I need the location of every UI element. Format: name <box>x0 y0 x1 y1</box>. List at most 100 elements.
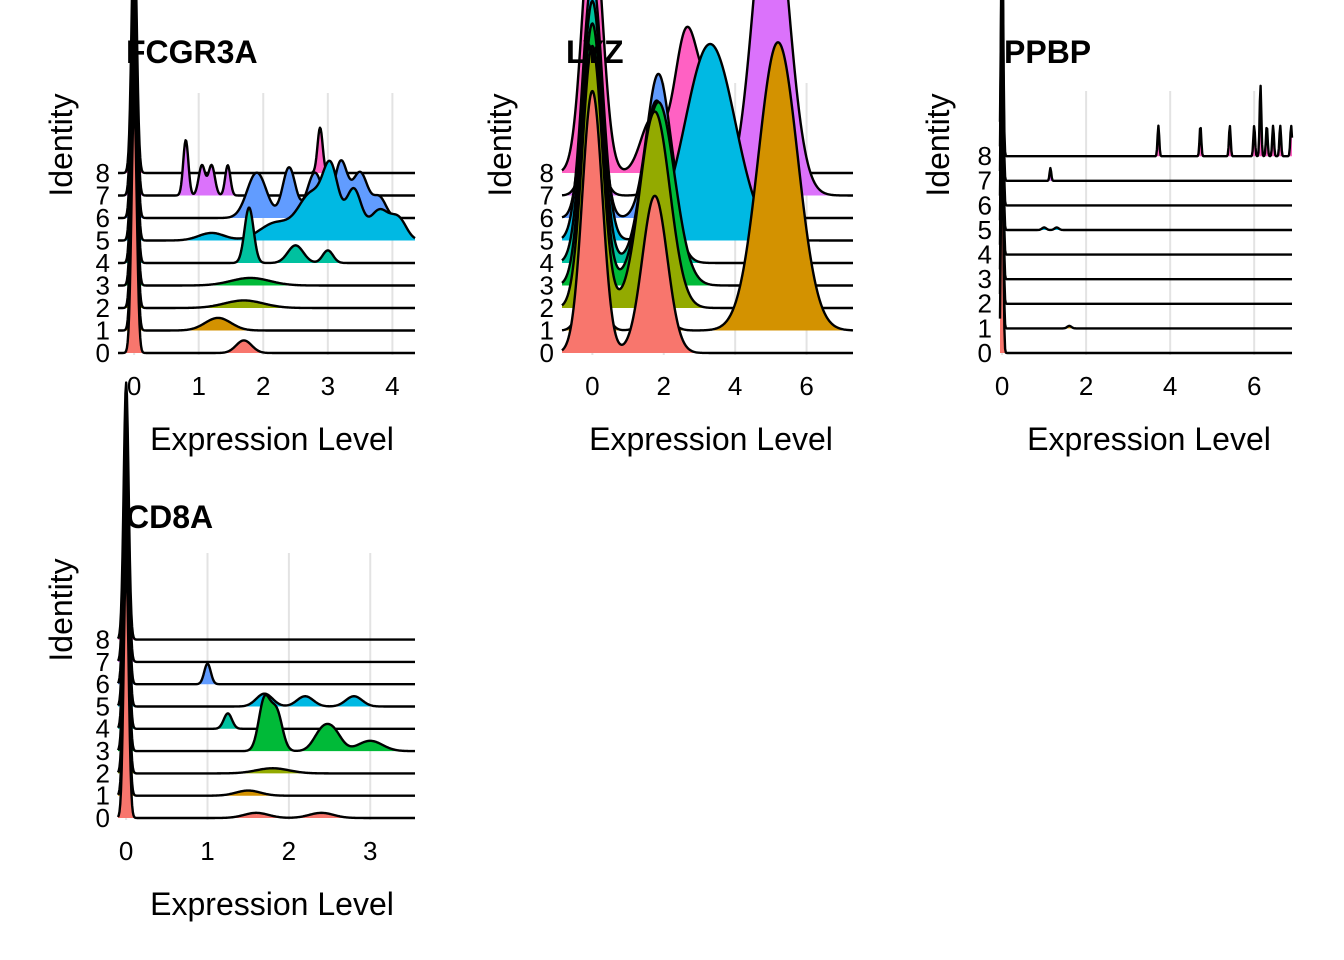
y-tick-label: 6 <box>96 669 110 699</box>
ridge-area-7 <box>118 0 415 196</box>
y-tick-label: 7 <box>540 180 554 210</box>
x-tick-label: 1 <box>191 371 205 401</box>
y-axis-title: Identity <box>920 93 956 196</box>
y-tick-label: 1 <box>978 313 992 343</box>
y-tick-label: 1 <box>96 781 110 811</box>
y-tick-label: 8 <box>540 158 554 188</box>
ridge-area-5 <box>562 0 853 241</box>
x-axis-title: Expression Level <box>150 421 394 457</box>
ridge-line-3 <box>116 492 416 753</box>
x-tick-label: 2 <box>256 371 270 401</box>
y-tick-label: 3 <box>96 736 110 766</box>
y-tick-label: 2 <box>978 289 992 319</box>
ridge-line-4 <box>117 10 416 265</box>
y-tick-label: 7 <box>96 180 110 210</box>
y-tick-label: 8 <box>96 158 110 188</box>
y-axis-title: Identity <box>43 93 79 196</box>
y-tick-label: 2 <box>96 293 110 323</box>
ridge-line-0 <box>998 98 1293 355</box>
ridge-line-4 <box>998 0 1293 256</box>
y-tick-label: 6 <box>978 190 992 220</box>
y-tick-label: 3 <box>96 270 110 300</box>
y-tick-label: 1 <box>96 315 110 345</box>
y-tick-label: 4 <box>978 239 992 269</box>
ridge-line-7 <box>116 403 416 664</box>
ridge-area-3 <box>118 494 415 752</box>
ridge-line-1 <box>116 537 416 797</box>
ridge-area-1 <box>1000 75 1292 329</box>
ridge-line-6 <box>116 426 416 686</box>
x-tick-label: 0 <box>995 371 1009 401</box>
ridge-line-8 <box>998 0 1294 158</box>
x-tick-label: 0 <box>119 836 133 866</box>
x-tick-label: 4 <box>728 371 742 401</box>
x-tick-label: 2 <box>1079 371 1093 401</box>
ridge-area-2 <box>562 46 853 309</box>
y-tick-label: 8 <box>978 141 992 171</box>
x-tick-label: 0 <box>585 371 599 401</box>
ridge-line-3 <box>117 33 416 287</box>
x-tick-label: 0 <box>127 371 141 401</box>
ridge-line-6 <box>998 0 1293 207</box>
y-tick-label: 3 <box>978 264 992 294</box>
ridge-area-0 <box>562 91 853 354</box>
y-tick-label: 0 <box>978 338 992 368</box>
ridge-line-1 <box>117 78 416 332</box>
x-axis-title: Expression Level <box>589 421 833 457</box>
y-tick-label: 6 <box>96 203 110 233</box>
panel-title: CD8A <box>126 499 213 535</box>
x-tick-label: 4 <box>1163 371 1177 401</box>
ridge-line-1 <box>998 74 1293 330</box>
ridge-line-2 <box>116 515 416 775</box>
y-tick-label: 5 <box>540 225 554 255</box>
panel-title: LYZ <box>566 34 624 70</box>
ridge-line-8 <box>117 0 416 175</box>
ridge-line-2 <box>117 55 416 310</box>
ridge-line-6 <box>117 0 416 220</box>
y-tick-label: 3 <box>540 270 554 300</box>
ridge-area-7 <box>1000 0 1292 181</box>
ridge-line-5 <box>998 0 1293 232</box>
ridge-area-6 <box>118 0 415 218</box>
panel-title: FCGR3A <box>126 34 258 70</box>
ridge-line-7 <box>998 0 1293 182</box>
ridge-area-3 <box>118 34 415 286</box>
y-tick-label: 0 <box>540 338 554 368</box>
ridge-line-3 <box>998 24 1293 281</box>
x-tick-label: 6 <box>799 371 813 401</box>
x-tick-label: 4 <box>385 371 399 401</box>
ridge-area-8 <box>1000 0 1292 157</box>
y-axis-title: Identity <box>43 558 79 661</box>
x-tick-label: 1 <box>200 836 214 866</box>
y-tick-label: 0 <box>96 803 110 833</box>
ridge-area-8 <box>118 0 415 173</box>
y-tick-label: 5 <box>96 691 110 721</box>
y-tick-label: 2 <box>540 293 554 323</box>
ridge-line-2 <box>998 49 1293 305</box>
ridge-line-5 <box>117 0 416 242</box>
y-axis-title: Identity <box>482 93 518 196</box>
x-tick-label: 3 <box>321 371 335 401</box>
ridge-line-0 <box>116 559 416 820</box>
y-tick-label: 4 <box>96 248 110 278</box>
panel-title: PPBP <box>1004 34 1091 70</box>
y-tick-label: 5 <box>978 215 992 245</box>
ridge-line-8 <box>116 381 416 641</box>
ridge-line-0 <box>561 89 854 355</box>
y-tick-label: 7 <box>96 647 110 677</box>
y-tick-label: 1 <box>540 315 554 345</box>
ridge-area-6 <box>1000 0 1292 206</box>
x-axis-title: Expression Level <box>1027 421 1271 457</box>
ridge-area-5 <box>118 0 415 241</box>
ridge-area-2 <box>1000 50 1292 304</box>
x-axis-title: Expression Level <box>150 886 394 922</box>
y-tick-label: 0 <box>96 338 110 368</box>
y-tick-label: 4 <box>540 248 554 278</box>
y-tick-label: 8 <box>96 624 110 654</box>
ridge-area-1 <box>562 42 853 331</box>
y-tick-label: 7 <box>978 166 992 196</box>
